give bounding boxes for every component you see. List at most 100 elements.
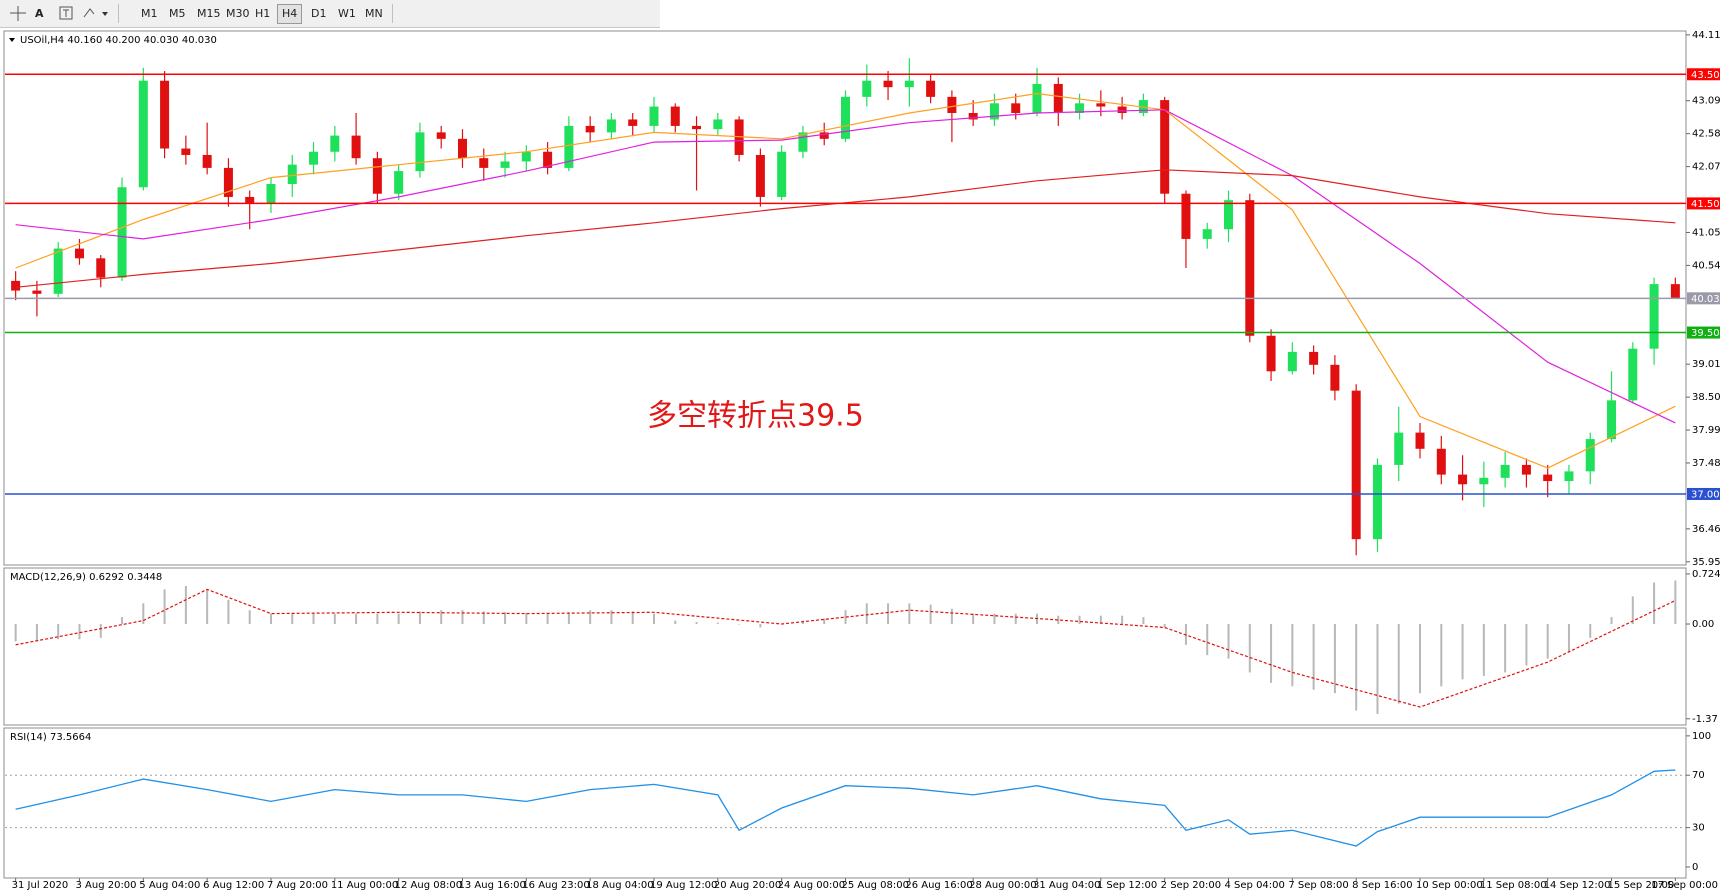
x-tick-label: 24 Aug 00:00 <box>778 880 845 891</box>
macd-bar <box>440 610 443 625</box>
candle-body <box>1415 432 1425 449</box>
candle-body <box>1628 348 1638 401</box>
candle-body <box>1394 432 1404 465</box>
macd-bar <box>291 613 294 625</box>
timeframe-button[interactable]: D1 <box>311 7 327 20</box>
macd-bar <box>163 589 166 625</box>
y-tick-label: 30 <box>1692 823 1705 834</box>
crosshair-icon[interactable] <box>6 0 30 27</box>
timeframe-button[interactable]: M15 <box>197 7 221 20</box>
y-tick-label: 41.05 <box>1692 227 1720 238</box>
y-tick-label: 37.99 <box>1692 425 1720 436</box>
macd-bar <box>908 603 911 625</box>
candle-body <box>798 132 808 152</box>
macd-bar <box>1333 624 1336 694</box>
macd-bar <box>121 617 124 625</box>
candle-body <box>1202 229 1212 239</box>
macd-bar <box>1525 624 1528 666</box>
macd-bar <box>631 611 634 625</box>
panel-frame <box>3 727 1687 879</box>
macd-bar <box>1546 624 1549 659</box>
y-tick-label: 0.00 <box>1692 619 1714 630</box>
macd-bar <box>1248 624 1251 673</box>
candle-body <box>649 106 659 126</box>
candle-body <box>1224 200 1234 230</box>
macd-bar <box>610 610 613 625</box>
text-tool[interactable]: A <box>35 7 44 20</box>
y-tick-label: 0 <box>1692 862 1698 873</box>
timeframe-button[interactable]: MN <box>365 7 383 20</box>
macd-bar <box>1653 582 1656 625</box>
y-tick-label: 0.724 <box>1692 569 1720 580</box>
candle-body <box>1309 351 1319 365</box>
candle-body <box>1245 200 1255 336</box>
timeframe-button[interactable]: M1 <box>141 7 158 20</box>
timeframe-button[interactable]: M5 <box>169 7 186 20</box>
candle-body <box>713 119 723 130</box>
macd-bar <box>546 613 549 625</box>
price-label: 39.50 <box>1691 328 1720 339</box>
macd-bar <box>248 610 251 625</box>
candle-body <box>117 187 127 278</box>
macd-bar <box>525 612 528 625</box>
candle-body <box>1351 390 1361 540</box>
shapes-icon[interactable] <box>80 0 114 27</box>
y-tick-label: 100 <box>1692 731 1711 742</box>
x-tick-label: 20 Aug 20:00 <box>714 880 781 891</box>
macd-bar <box>1057 615 1060 625</box>
candle-body <box>1607 400 1617 440</box>
macd-bar <box>35 624 38 642</box>
price-label-box <box>1687 68 1720 81</box>
x-tick-label: 7 Sep 08:00 <box>1288 880 1348 891</box>
candle-body <box>1075 103 1085 114</box>
indicator-line <box>15 92 1676 469</box>
candle-body <box>543 151 553 168</box>
macd-bar <box>823 618 826 625</box>
candle-body <box>947 96 957 114</box>
macd-bar <box>1461 624 1464 680</box>
macd-bar <box>57 624 60 640</box>
candle-body <box>436 132 446 139</box>
candle-body <box>755 154 765 197</box>
timeframe-button[interactable]: H1 <box>255 7 271 20</box>
macd-bar <box>1567 624 1570 652</box>
y-tick-label: 42.07 <box>1692 162 1720 173</box>
macd-bar <box>695 621 698 625</box>
x-tick-label: 28 Aug 00:00 <box>969 880 1036 891</box>
price-label: 41.50 <box>1691 199 1720 210</box>
candle-body <box>564 125 574 168</box>
annotation: 多空转折点39.5 <box>647 399 864 434</box>
macd-bar <box>1631 596 1634 625</box>
label-icon[interactable] <box>56 0 76 27</box>
timeframe-button[interactable]: H4 <box>277 4 303 24</box>
x-tick-label: 5 Aug 04:00 <box>139 880 200 891</box>
timeframe-button[interactable]: M30 <box>226 7 250 20</box>
macd-bar <box>1440 624 1443 687</box>
macd-bar <box>887 603 890 625</box>
candle-body <box>1500 464 1510 478</box>
x-tick-label: 14 Sep 12:00 <box>1544 880 1611 891</box>
candle-body <box>479 158 489 168</box>
candle-body <box>1543 474 1553 482</box>
x-tick-label: 11 Aug 00:00 <box>331 880 398 891</box>
candle-body <box>628 119 638 126</box>
candle-body <box>1181 193 1191 239</box>
candle-body <box>351 135 361 159</box>
macd-bar <box>333 613 336 625</box>
macd-bar <box>142 603 145 625</box>
candle-body <box>862 80 872 97</box>
macd-bar <box>1674 580 1677 625</box>
panel-title: RSI(14) 73.5664 <box>10 732 91 743</box>
candle-body <box>1117 106 1127 114</box>
y-tick-label: -1.37 <box>1692 714 1718 725</box>
candle-body <box>330 135 340 152</box>
x-tick-label: 31 Aug 04:00 <box>1033 880 1100 891</box>
x-tick-label: 2 Sep 20:00 <box>1161 880 1221 891</box>
price-label-box <box>1687 292 1720 305</box>
macd-bar <box>1419 624 1422 694</box>
candle-body <box>1564 471 1574 482</box>
y-tick-label: 35.95 <box>1692 557 1720 568</box>
timeframe-button[interactable]: W1 <box>338 7 356 20</box>
